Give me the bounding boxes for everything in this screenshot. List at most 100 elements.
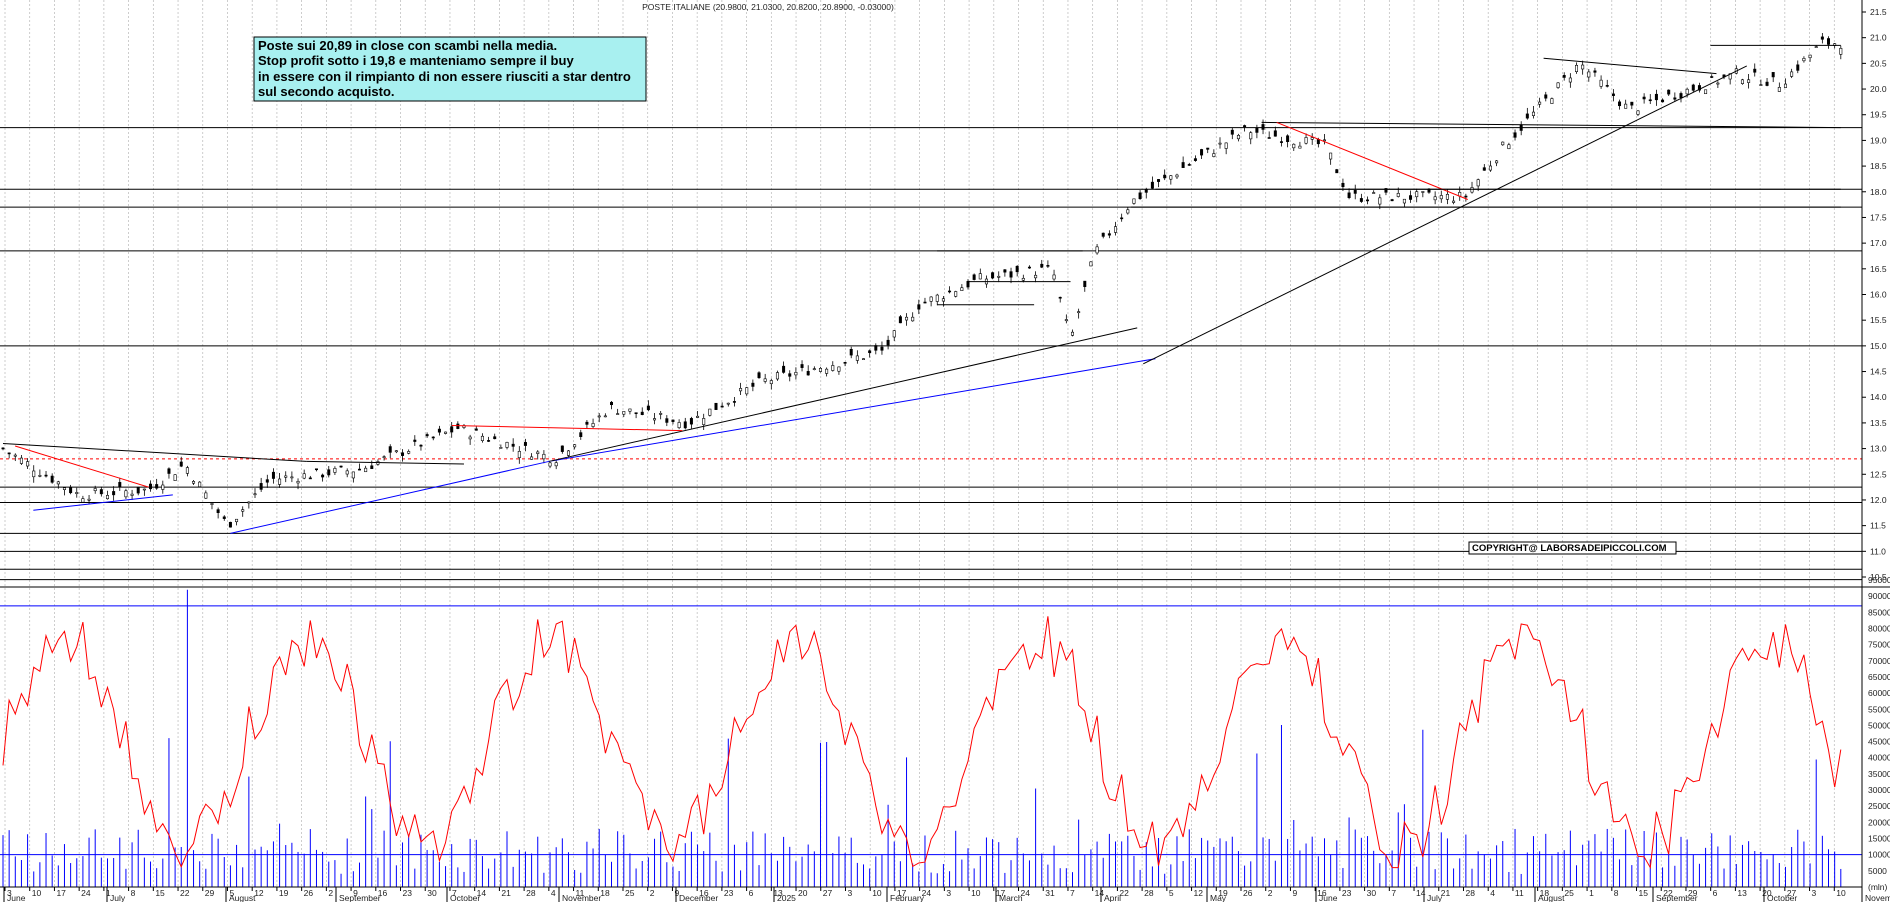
candle-body: [1740, 79, 1744, 84]
candle-body: [523, 442, 527, 446]
candle-body: [44, 474, 48, 477]
candle-body: [87, 498, 91, 501]
candle-body: [653, 418, 657, 421]
candle-body: [1378, 197, 1382, 205]
price-tick-label: 16.5: [1870, 264, 1887, 274]
date-tick-label: 1: [106, 888, 111, 898]
date-tick-label: 15: [1639, 888, 1649, 898]
price-tick-label: 17.5: [1870, 212, 1887, 222]
candle-body: [1107, 233, 1111, 236]
date-tick-label: 11: [576, 888, 585, 898]
candle-body: [812, 368, 816, 370]
candle-body: [880, 346, 884, 351]
date-tick-label: 18: [1540, 888, 1550, 898]
candle-body: [769, 380, 773, 385]
candle-body: [1605, 85, 1609, 87]
candle-body: [1021, 277, 1025, 281]
candle-body: [38, 475, 42, 477]
candle-body: [1218, 142, 1222, 145]
candle-body: [1783, 83, 1787, 88]
date-tick-label: 13: [773, 888, 783, 898]
candle-body: [173, 474, 177, 481]
candle-body: [1101, 232, 1105, 237]
date-tick-label: 1: [1589, 888, 1594, 898]
candle-body: [290, 476, 294, 479]
candle-body: [1163, 174, 1167, 179]
date-tick-label: 13: [1737, 888, 1747, 898]
candle-body: [1347, 192, 1351, 199]
date-tick-label: 14: [1416, 888, 1426, 898]
vertical-gridlines: [4, 0, 1835, 887]
price-tick-label: 11.5: [1870, 521, 1886, 531]
candle-body: [960, 287, 964, 291]
candle-body: [1611, 93, 1615, 96]
candle-body: [745, 387, 749, 395]
date-tick-label: 7: [1070, 888, 1075, 898]
candle-body: [247, 501, 251, 504]
candle-body: [775, 372, 779, 380]
candle-body: [1421, 191, 1425, 193]
candle-body: [1661, 99, 1665, 103]
candle-body: [954, 291, 958, 297]
volume-tick-label: 85000: [1868, 607, 1890, 617]
date-tick-label: 20: [1762, 888, 1772, 898]
candle-body: [179, 461, 183, 467]
candle-body: [1445, 194, 1449, 200]
candle-body: [56, 481, 60, 485]
date-tick-label: 9: [674, 888, 679, 898]
candle-body: [818, 368, 822, 372]
month-label: October: [450, 893, 480, 902]
volume-tick-label: 75000: [1868, 640, 1890, 650]
date-tick-label: 17: [897, 888, 907, 898]
price-tick-label: 18.5: [1870, 161, 1887, 171]
candle-body: [1230, 129, 1234, 135]
candle-body: [192, 481, 196, 484]
candle-body: [210, 503, 214, 505]
month-label: September: [1656, 893, 1698, 902]
price-tick-label: 12.5: [1870, 469, 1887, 479]
candle-body: [517, 451, 521, 458]
candle-body: [548, 462, 552, 467]
candle-body: [1, 447, 5, 450]
candle-body: [806, 371, 810, 376]
candle-body: [708, 408, 712, 416]
candle-body: [382, 456, 386, 458]
candle-body: [124, 490, 128, 498]
candle-body: [413, 439, 417, 442]
candle-body: [1519, 124, 1523, 131]
month-label: 2025: [777, 893, 796, 902]
candle-body: [591, 423, 595, 427]
candle-body: [898, 316, 902, 324]
date-tick-label: 22: [180, 888, 190, 898]
price-tick-label: 12.0: [1870, 495, 1887, 505]
candle-body: [1304, 137, 1308, 144]
candle-body: [1046, 265, 1050, 267]
candle-body: [1642, 96, 1646, 100]
candle-body: [487, 440, 491, 442]
candle-body: [401, 452, 405, 456]
price-tick-label: 21.5: [1870, 7, 1887, 17]
date-tick-label: 17: [56, 888, 66, 898]
date-tick-label: 22: [1119, 888, 1129, 898]
candle-body: [677, 422, 681, 429]
date-tick-label: 6: [1713, 888, 1718, 898]
candle-body: [659, 413, 663, 415]
candle-body: [1827, 38, 1831, 45]
candle-body: [198, 481, 202, 488]
candle-body: [1206, 147, 1210, 150]
chart-title: POSTE ITALIANE (20.9800, 21.0300, 20.820…: [642, 2, 894, 12]
candle-body: [720, 405, 724, 408]
volume-tick-label: 50000: [1868, 720, 1890, 730]
candle-body: [167, 468, 171, 474]
date-tick-label: 23: [403, 888, 413, 898]
candle-body: [683, 421, 687, 429]
candle-body: [296, 480, 300, 484]
date-tick-label: 9: [353, 888, 358, 898]
candle-body: [1396, 192, 1400, 197]
price-candles: [1, 33, 1843, 528]
price-tick-label: 17.0: [1870, 238, 1887, 248]
candle-body: [1648, 99, 1652, 102]
volume-tick-label: 60000: [1868, 688, 1890, 698]
candle-body: [228, 521, 232, 528]
candle-body: [560, 445, 564, 452]
